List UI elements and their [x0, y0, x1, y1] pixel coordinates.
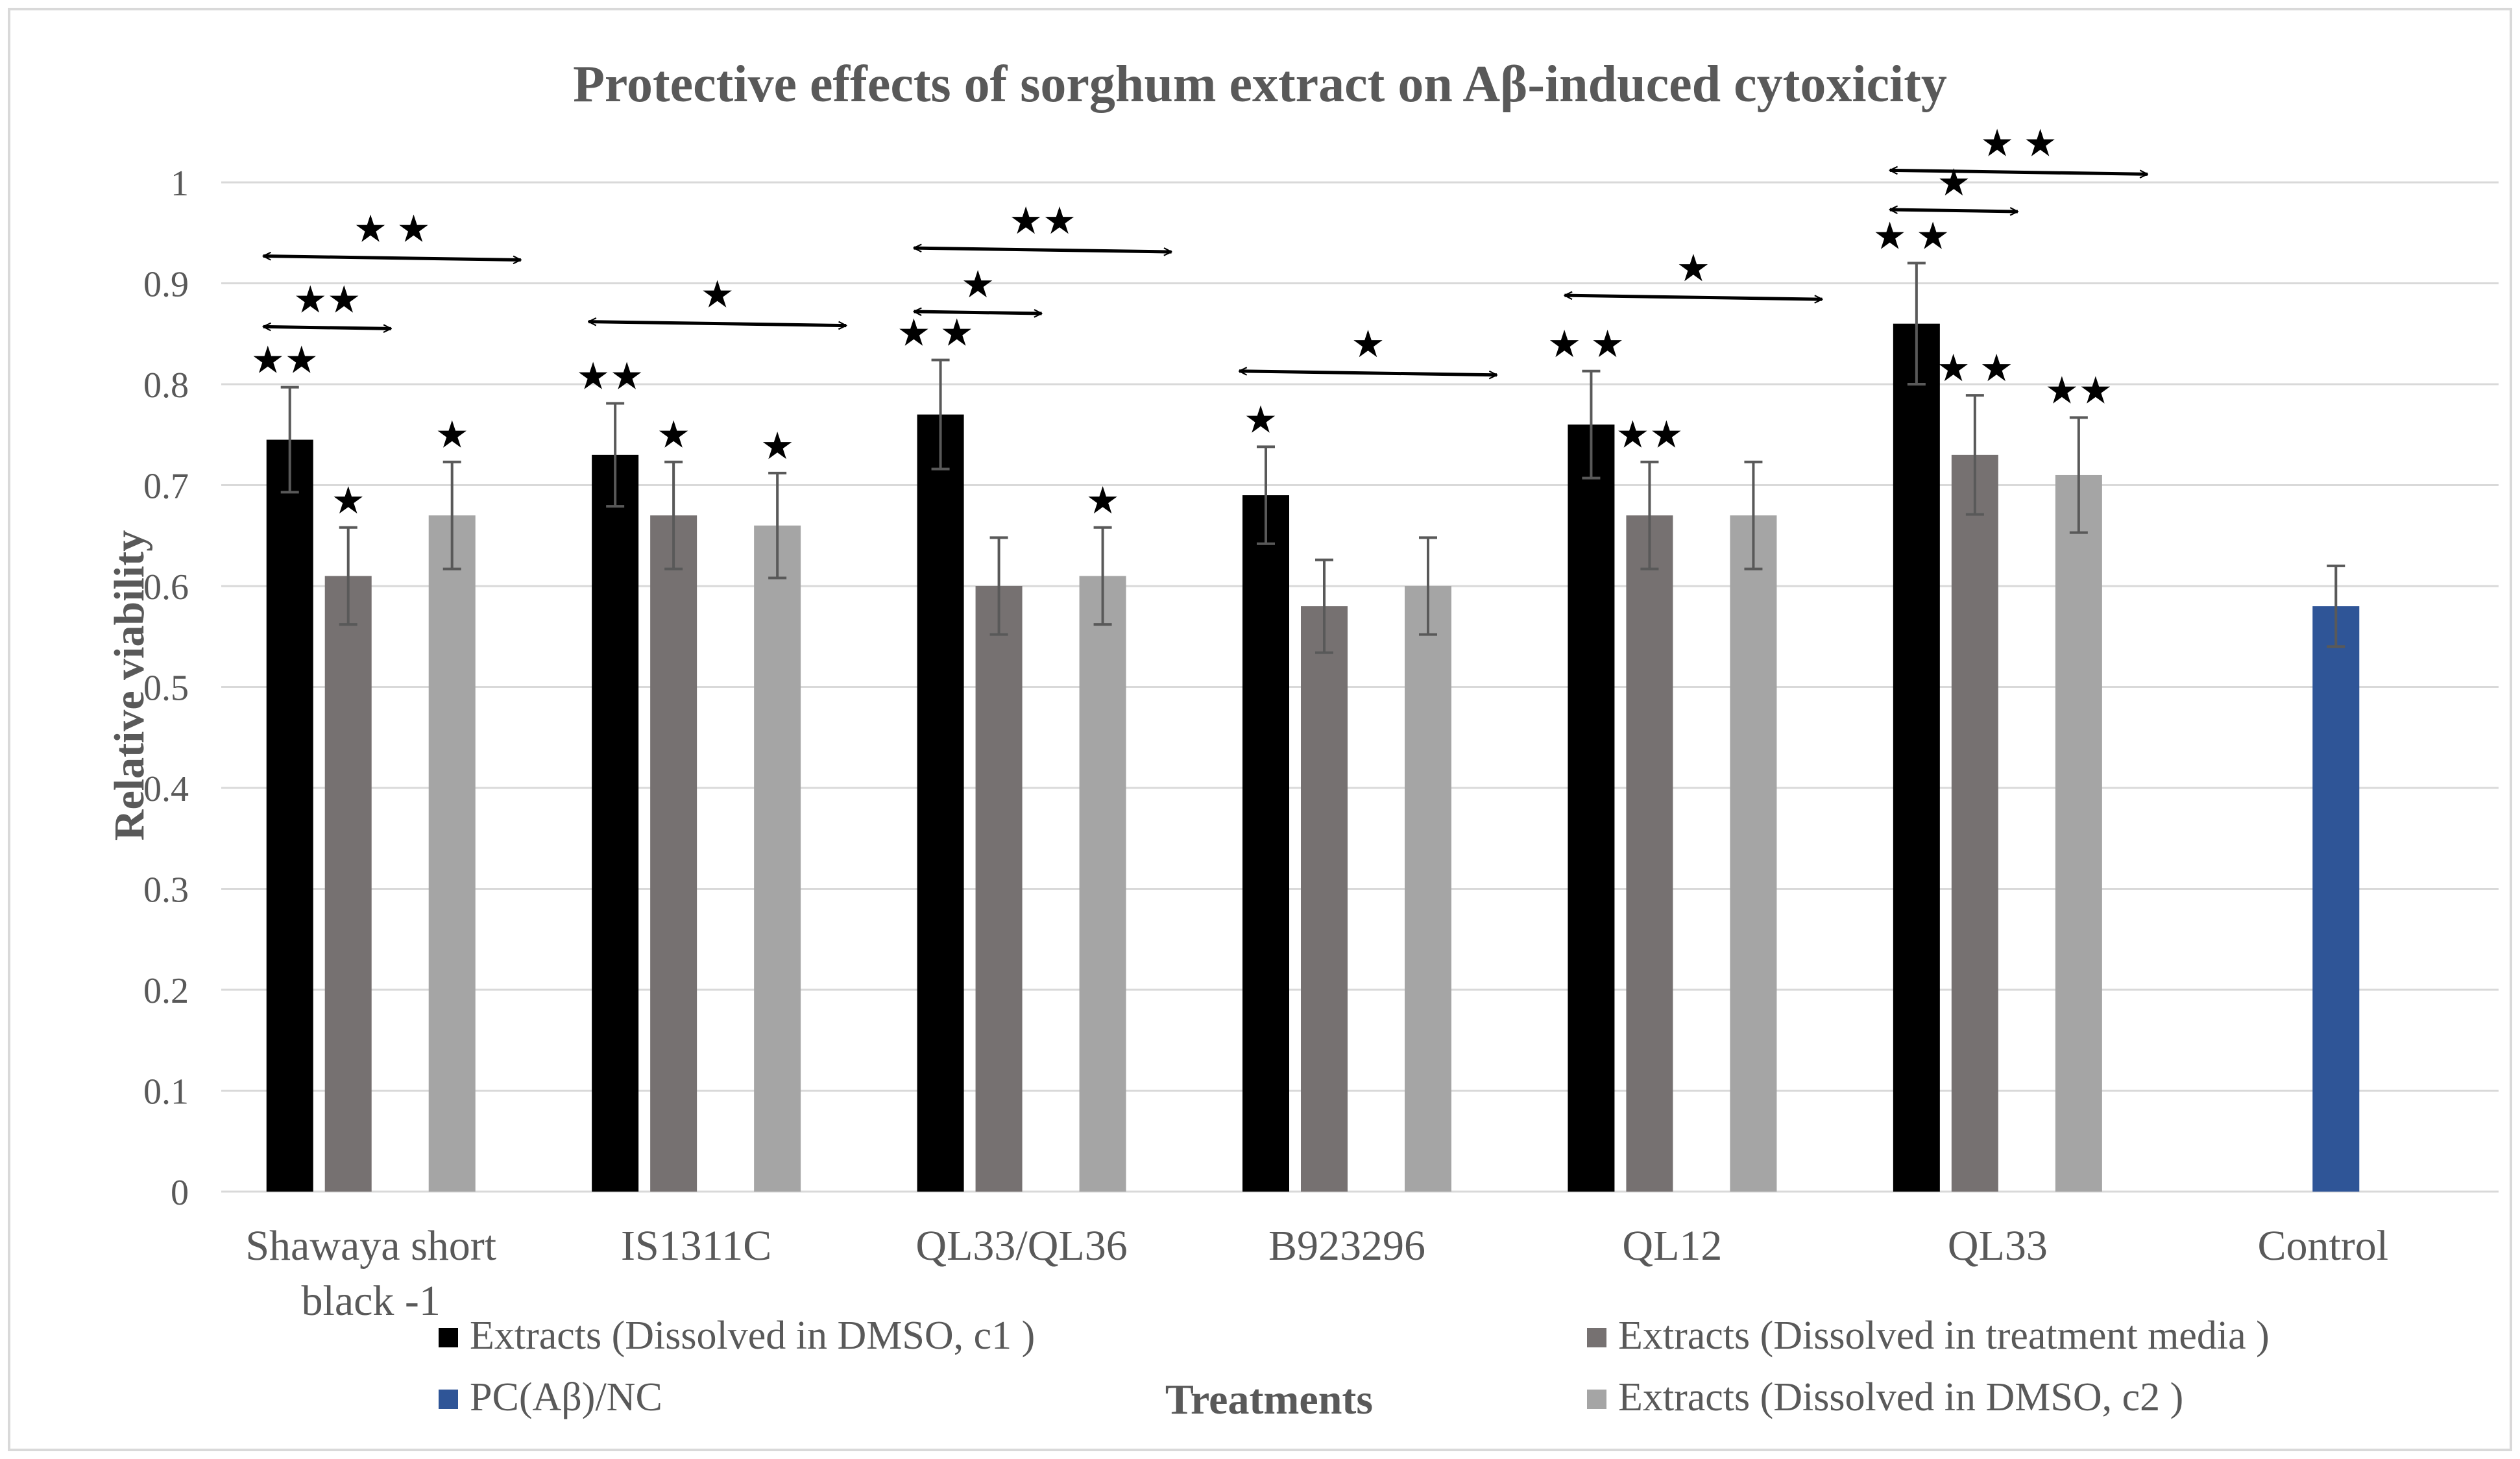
comparison-arrow: [1890, 170, 2148, 174]
comparison-label: ★: [1351, 323, 1385, 365]
comparison-arrow: [263, 326, 391, 328]
y-tick-label: 0.4: [143, 769, 189, 809]
x-tick-label: B923296: [1268, 1222, 1425, 1269]
comparison-arrow: [1890, 210, 2018, 212]
comparison-arrow: [263, 256, 521, 260]
y-tick-label: 0.7: [143, 467, 189, 507]
y-axis-title: Relative viability: [106, 530, 153, 840]
y-tick-label: 0.2: [143, 971, 189, 1011]
bar-0-4: [1568, 424, 1615, 1192]
legend-label: Extracts (Dissolved in DMSO, c2 ): [1618, 1375, 2183, 1419]
comparison-arrow: [914, 312, 1042, 313]
bar-2-2: [1079, 576, 1126, 1192]
comparison-label: ★ ★: [354, 208, 431, 251]
comparison-arrow: [1239, 371, 1497, 375]
bar-2-4: [1730, 515, 1777, 1192]
significance-label: ★ ★: [1873, 215, 1950, 257]
significance-label: ★★: [2045, 369, 2113, 411]
y-tick-label: 0.5: [143, 668, 189, 709]
x-tick-label: black -1: [302, 1277, 441, 1325]
significance-label: ★ ★: [1547, 323, 1625, 365]
x-axis-title: Treatments: [1165, 1376, 1373, 1423]
y-tick-label: 0.3: [143, 870, 189, 911]
significance-label: ★ ★: [897, 312, 974, 354]
comparison-label: ★: [1677, 247, 1710, 289]
legend-swatch: [1587, 1328, 1606, 1347]
legend-label: PC(Aβ)/NC: [470, 1375, 662, 1419]
significance-label: ★★: [576, 356, 644, 398]
x-tick-label: QL12: [1622, 1222, 1722, 1269]
significance-label: ★ ★: [1937, 347, 2014, 389]
comparison-label: ★★: [1009, 200, 1076, 242]
error-bars: [280, 262, 2345, 654]
significance-label: ★★: [1616, 414, 1683, 456]
chart-frame: 0 0.1 0.2 0.3 0.4 0.5 0.6 0.7 0.8 0.9 1 Shawaya sho…: [8, 8, 2512, 1451]
x-tick-label: QL33/QL36: [915, 1222, 1127, 1269]
x-tick-label: QL33: [1948, 1222, 2048, 1269]
bar-2-1: [754, 525, 801, 1192]
significance-stars: ★★ ★★★ ★★★ ★★ ★★★ ★★★ ★★ ★★★★: [251, 215, 2113, 521]
y-tick-label: 0.9: [143, 265, 189, 305]
legend-swatch: [439, 1390, 458, 1409]
y-tick-label: 1: [171, 164, 189, 204]
bar-1-1: [650, 515, 697, 1192]
bar-2-5: [2055, 474, 2102, 1192]
comparison-arrow: [588, 322, 846, 326]
comparison-label: ★: [1937, 162, 1970, 204]
comparison-arrow: [914, 248, 1172, 252]
comparison-label: ★: [961, 264, 995, 306]
bar-1-4: [1626, 515, 1673, 1192]
x-tick-label: IS1311C: [621, 1222, 771, 1269]
legend-swatch: [439, 1328, 458, 1347]
bar-1-2: [975, 586, 1023, 1192]
legend-swatch: [1587, 1390, 1606, 1409]
bar-0-0: [266, 439, 313, 1192]
y-tick-label: 0.8: [143, 365, 189, 406]
bar-0-5: [1893, 323, 1940, 1192]
bar-1-3: [1301, 606, 1348, 1192]
significance-label: ★: [657, 414, 690, 456]
comparison-arrows: ★ ★★★ ★★★★★★★ ★★: [263, 122, 2148, 374]
y-tick-label: 0.6: [143, 567, 189, 607]
comparison-label: ★: [701, 274, 734, 316]
significance-label: ★: [760, 425, 794, 467]
y-tick-label: 0.1: [143, 1072, 189, 1112]
significance-label: ★★: [251, 339, 319, 382]
significance-label: ★: [1086, 480, 1120, 522]
comparison-label: ★★: [293, 278, 361, 321]
significance-label: ★: [435, 414, 469, 456]
bar-0-2: [917, 414, 964, 1192]
chart-title: Protective effects of sorghum extract on…: [573, 56, 1947, 113]
significance-label: ★: [332, 480, 365, 522]
bar-2-0: [428, 515, 476, 1192]
x-tick-label: Shawaya short: [245, 1222, 496, 1269]
chart-svg: 0 0.1 0.2 0.3 0.4 0.5 0.6 0.7 0.8 0.9 1 Shawaya sho…: [106, 56, 2499, 1423]
bar-0-1: [592, 454, 639, 1192]
bars: [266, 323, 2360, 1192]
legend-label: Extracts (Dissolved in DMSO, c1 ): [470, 1314, 1035, 1358]
bar-2-3: [1405, 586, 1451, 1192]
comparison-arrow: [1564, 295, 1822, 299]
axes: 0 0.1 0.2 0.3 0.4 0.5 0.6 0.7 0.8 0.9 1 Shawaya sho…: [143, 164, 2388, 1325]
bar-1-5: [1951, 454, 1998, 1192]
x-tick-label: Control: [2257, 1222, 2388, 1269]
y-tick-label: 0: [171, 1173, 189, 1213]
bar-1-0: [324, 576, 372, 1192]
legend-label: Extracts (Dissolved in treatment media ): [1618, 1314, 2270, 1358]
comparison-label: ★ ★: [1980, 122, 2057, 164]
bar-3-6: [2312, 606, 2360, 1192]
legend: Extracts (Dissolved in DMSO, c1 ) Extract…: [439, 1314, 2270, 1419]
bar-0-3: [1242, 495, 1289, 1192]
significance-label: ★: [1244, 398, 1278, 441]
